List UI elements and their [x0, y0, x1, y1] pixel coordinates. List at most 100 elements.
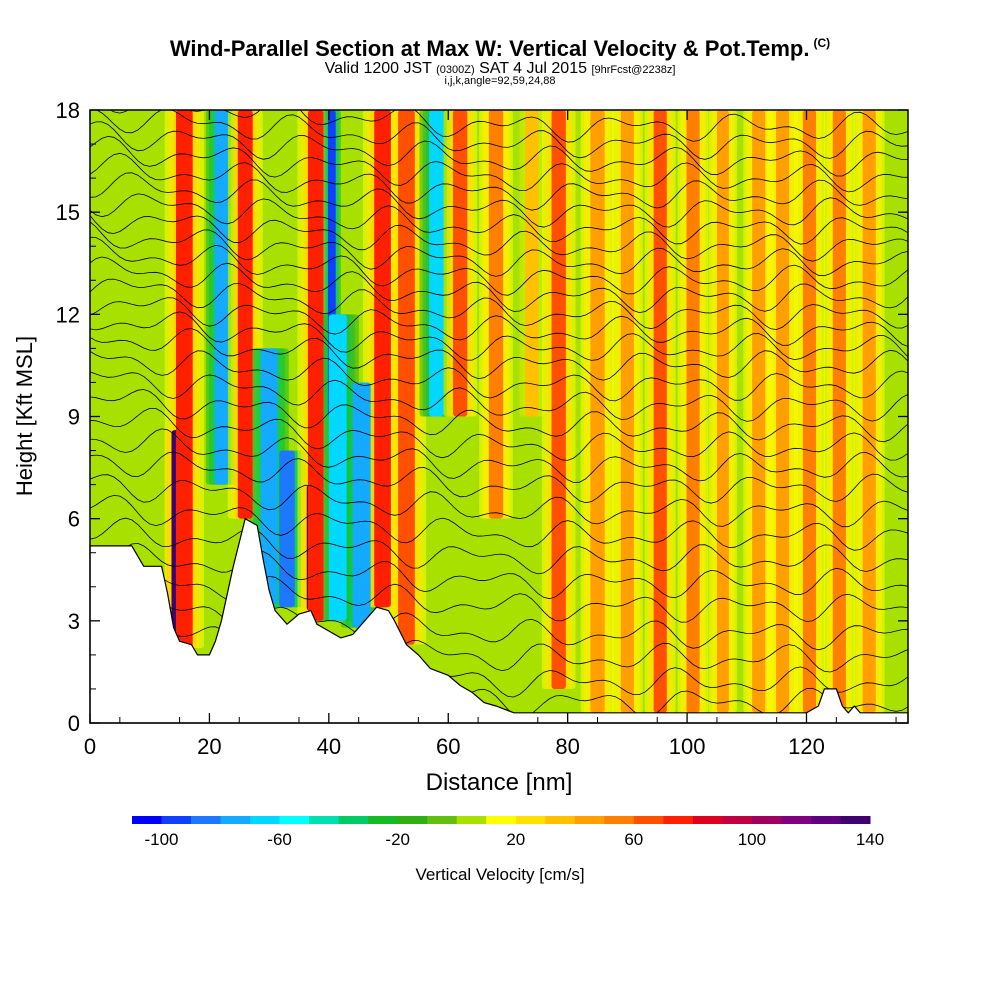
x-tick-label: 20 [197, 734, 221, 759]
chart-title: Wind-Parallel Section at Max W: Vertical… [0, 36, 1000, 62]
theta-contour [109, 110, 908, 143]
theta-contour [90, 494, 908, 551]
theta-contour [90, 451, 908, 504]
forecast-info: [9hrFcst@2238z] [591, 64, 676, 76]
colorbar-swatch [456, 816, 487, 824]
theta-contour [90, 297, 908, 347]
x-tick-label: 80 [555, 734, 579, 759]
colorbar-swatch [633, 816, 664, 824]
theta-contour [90, 221, 908, 277]
colorbar-swatch [397, 816, 428, 824]
theta-contour [90, 278, 908, 330]
w-core-4 [260, 348, 278, 604]
y-tick-label: 15 [56, 200, 80, 225]
w-core-14 [429, 110, 444, 417]
x-tick-label: 0 [84, 734, 96, 759]
theta-contour [90, 152, 908, 211]
y-axis-label: Height [Kft MSL] [12, 336, 37, 496]
w-core-25 [776, 110, 790, 713]
colorbar-swatch [427, 816, 458, 824]
colorbar-tick-label: 100 [738, 830, 766, 849]
x-tick-label: 40 [317, 734, 341, 759]
w-core-20 [620, 110, 634, 713]
w-core-22 [686, 110, 700, 713]
theta-contour [90, 371, 908, 422]
w-core-19 [590, 110, 605, 713]
theta-contour [90, 328, 908, 381]
colorbar-swatch [220, 816, 251, 824]
copyright-tag: (C) [813, 36, 831, 50]
colorbar-label: Vertical Velocity [cm/s] [415, 865, 584, 884]
colorbar-swatch [191, 816, 221, 824]
w-core-24 [752, 110, 766, 713]
w-core-1 [175, 110, 193, 649]
colorbar-swatch [161, 816, 192, 824]
theta-contour [90, 428, 908, 483]
theta-contour [90, 172, 908, 228]
x-tick-label: 100 [669, 734, 706, 759]
w-core-16 [488, 110, 504, 519]
w-core-23 [716, 110, 729, 713]
w-core-3 [237, 110, 253, 519]
w-core-27 [832, 110, 846, 713]
y-tick-label: 12 [56, 302, 80, 327]
colorbar-swatch [486, 816, 517, 824]
colorbar-tick-label: -60 [267, 830, 292, 849]
colorbar-swatch [604, 816, 635, 824]
colorbar-swatch [663, 816, 694, 824]
w-core-28 [862, 110, 876, 713]
theta-contour [90, 408, 908, 461]
w-core-18 [551, 110, 566, 689]
theta-contour [90, 236, 908, 296]
valid-prefix: Valid 1200 JST [324, 60, 432, 77]
colorbar-swatch [338, 816, 369, 824]
w-core-11 [374, 110, 391, 608]
y-tick-label: 6 [68, 507, 80, 532]
x-tick-label: 120 [788, 734, 825, 759]
axes: 0 20 40 60 80 100 120 0 3 6 9 12 15 18 [56, 98, 908, 759]
colorbar-swatch [368, 816, 399, 824]
y-tick-label: 0 [68, 711, 80, 736]
colorbar-swatch [840, 816, 871, 824]
w-core-7 [307, 110, 324, 621]
theta-contour [90, 389, 908, 443]
valid-date: SAT 4 Jul 2015 [479, 60, 587, 77]
chart-title-text: Wind-Parallel Section at Max W: Vertical… [169, 36, 810, 61]
colorbar-swatch [309, 816, 340, 824]
terrain-mask [89, 517, 909, 724]
theta-contour [90, 193, 908, 245]
theta-contour [90, 135, 908, 193]
colorbar-tick-label: -100 [144, 830, 178, 849]
colorbar-swatch [692, 816, 723, 824]
grid-indices: i,j,k,angle=92,59,24,88 [444, 75, 556, 87]
y-tick-label: 9 [68, 405, 80, 430]
x-axis-label: Distance [nm] [426, 769, 573, 796]
y-tick-label: 18 [56, 98, 80, 123]
colorbar-swatch [781, 816, 812, 824]
valid-utc: (0300Z) [436, 64, 475, 76]
theta-contour [90, 215, 908, 262]
colorbar-swatch [811, 816, 841, 824]
colorbar-tick-label: 20 [506, 830, 525, 849]
colorbar-swatch [250, 816, 281, 824]
theta-contour [90, 121, 908, 177]
w-core-26 [802, 110, 817, 713]
colorbar-swatch [751, 816, 782, 824]
w-core-5 [279, 450, 295, 608]
w-core-10 [352, 382, 371, 628]
theta-contour [95, 110, 908, 160]
theta-contour [90, 517, 908, 575]
colorbar-tick-label: -20 [385, 830, 410, 849]
colorbar-tick-label: 140 [856, 830, 884, 849]
colorbar: -100 -60 -20 20 60 100 140 [132, 816, 884, 849]
y-tick-label: 3 [68, 609, 80, 634]
valid-time: Valid 1200 JST (0300Z) SAT 4 Jul 2015 [9… [0, 60, 1000, 78]
theta-contour [90, 474, 908, 528]
x-tick-label: 60 [436, 734, 460, 759]
w-core-13 [398, 110, 415, 645]
colorbar-swatch [574, 816, 605, 824]
w-core-2 [214, 110, 228, 485]
colorbar-tick-label: 60 [624, 830, 643, 849]
colorbar-swatch [722, 816, 753, 824]
